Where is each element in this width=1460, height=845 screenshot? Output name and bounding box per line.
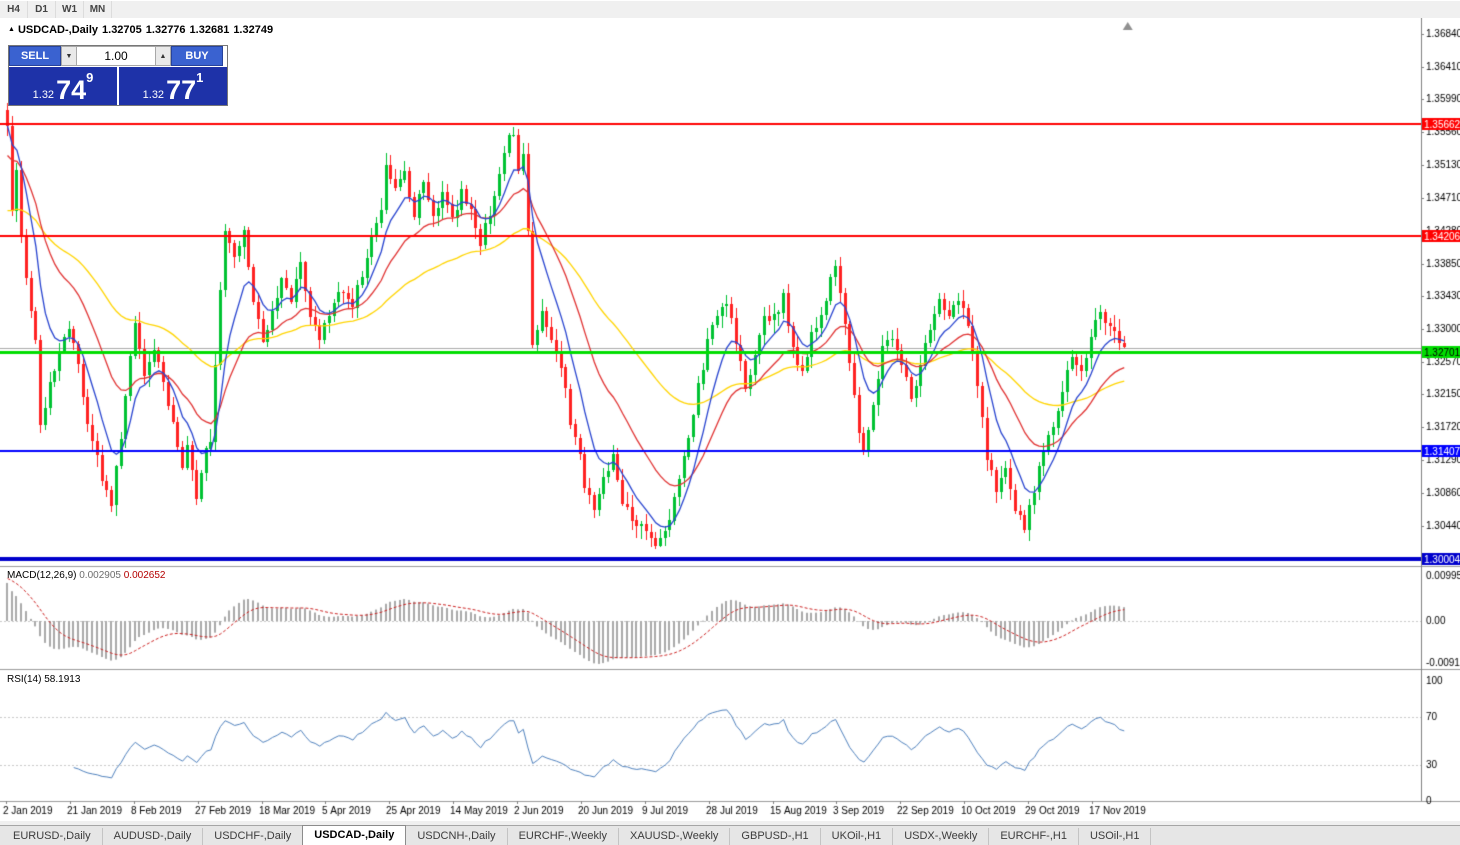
- sell-price-big: 74: [56, 74, 87, 105]
- chart-title: ▲ USDCAD-,Daily 1.32705 1.32776 1.32681 1.327…: [8, 24, 277, 36]
- chart-tabs-bar: EURUSD-,Daily AUDUSD-,Daily USDCHF-,Dail…: [0, 825, 1460, 845]
- tab-audusd-daily[interactable]: AUDUSD-,Daily: [102, 828, 204, 845]
- tab-eurusd-daily[interactable]: EURUSD-,Daily: [2, 828, 103, 845]
- sell-button[interactable]: SELL: [9, 46, 61, 66]
- tab-eurchf-weekly[interactable]: EURCHF-,Weekly: [507, 828, 619, 845]
- symbol-triangle-icon: ▲: [8, 26, 15, 33]
- timeframe-h4-button[interactable]: H4: [0, 1, 28, 18]
- timeframe-mn-button[interactable]: MN: [84, 1, 112, 18]
- tab-usdx-weekly[interactable]: USDX-,Weekly: [893, 828, 990, 845]
- macd-name: MACD(12,26,9): [7, 570, 77, 581]
- volume-decrease-button[interactable]: ▼: [61, 46, 77, 66]
- ohlc-low: 1.32681: [189, 24, 230, 36]
- one-click-trading-panel: SELL ▼ ▲ BUY 1.32 74 9 1.32 77 1: [8, 45, 228, 106]
- tab-usdcnh-daily[interactable]: USDCNH-,Daily: [406, 828, 508, 845]
- tab-usdcad-daily[interactable]: USDCAD-,Daily: [302, 825, 407, 845]
- buy-price-display[interactable]: 1.32 77 1: [119, 67, 227, 105]
- buy-button[interactable]: BUY: [171, 46, 223, 66]
- timeframe-toolbar: H4 D1 W1 MN: [0, 1, 1460, 19]
- tab-xauusd-weekly[interactable]: XAUUSD-,Weekly: [618, 828, 731, 845]
- tab-gbpusd-h1[interactable]: GBPUSD-,H1: [730, 828, 821, 845]
- sell-price-prefix: 1.32: [32, 88, 55, 101]
- buy-price-big: 77: [166, 74, 197, 105]
- macd-main-value: 0.002905: [79, 570, 121, 581]
- rsi-name: RSI(14): [7, 674, 42, 685]
- sell-price-display[interactable]: 1.32 74 9: [9, 67, 117, 105]
- rsi-indicator-label: RSI(14) 58.1913: [7, 674, 80, 685]
- tab-usdchf-daily[interactable]: USDCHF-,Daily: [203, 828, 304, 845]
- macd-indicator-label: MACD(12,26,9) 0.002905 0.002652: [7, 570, 165, 581]
- tab-eurchf-h1[interactable]: EURCHF-,H1: [989, 828, 1079, 845]
- trade-controls-row: SELL ▼ ▲ BUY: [9, 46, 227, 66]
- trade-prices-row: 1.32 74 9 1.32 77 1: [9, 67, 227, 105]
- ohlc-close: 1.32749: [233, 24, 274, 36]
- macd-signal-value: 0.002652: [123, 570, 166, 581]
- tab-usoil-h1[interactable]: USOil-,H1: [1078, 828, 1152, 845]
- ohlc-high: 1.32776: [145, 24, 186, 36]
- volume-input[interactable]: [77, 46, 155, 66]
- buy-price-prefix: 1.32: [142, 88, 165, 101]
- chart-symbol: USDCAD-,Daily: [17, 24, 99, 36]
- timeframe-d1-button[interactable]: D1: [28, 1, 56, 18]
- volume-increase-button[interactable]: ▲: [155, 46, 171, 66]
- sell-price-pip: 9: [86, 70, 94, 85]
- tab-ukoil-h1[interactable]: UKOil-,H1: [820, 828, 894, 845]
- ohlc-open: 1.32705: [102, 24, 142, 36]
- rsi-value: 58.1913: [44, 674, 81, 685]
- buy-price-pip: 1: [196, 70, 204, 85]
- price-chart-canvas[interactable]: [0, 18, 1460, 821]
- timeframe-w1-button[interactable]: W1: [56, 1, 84, 18]
